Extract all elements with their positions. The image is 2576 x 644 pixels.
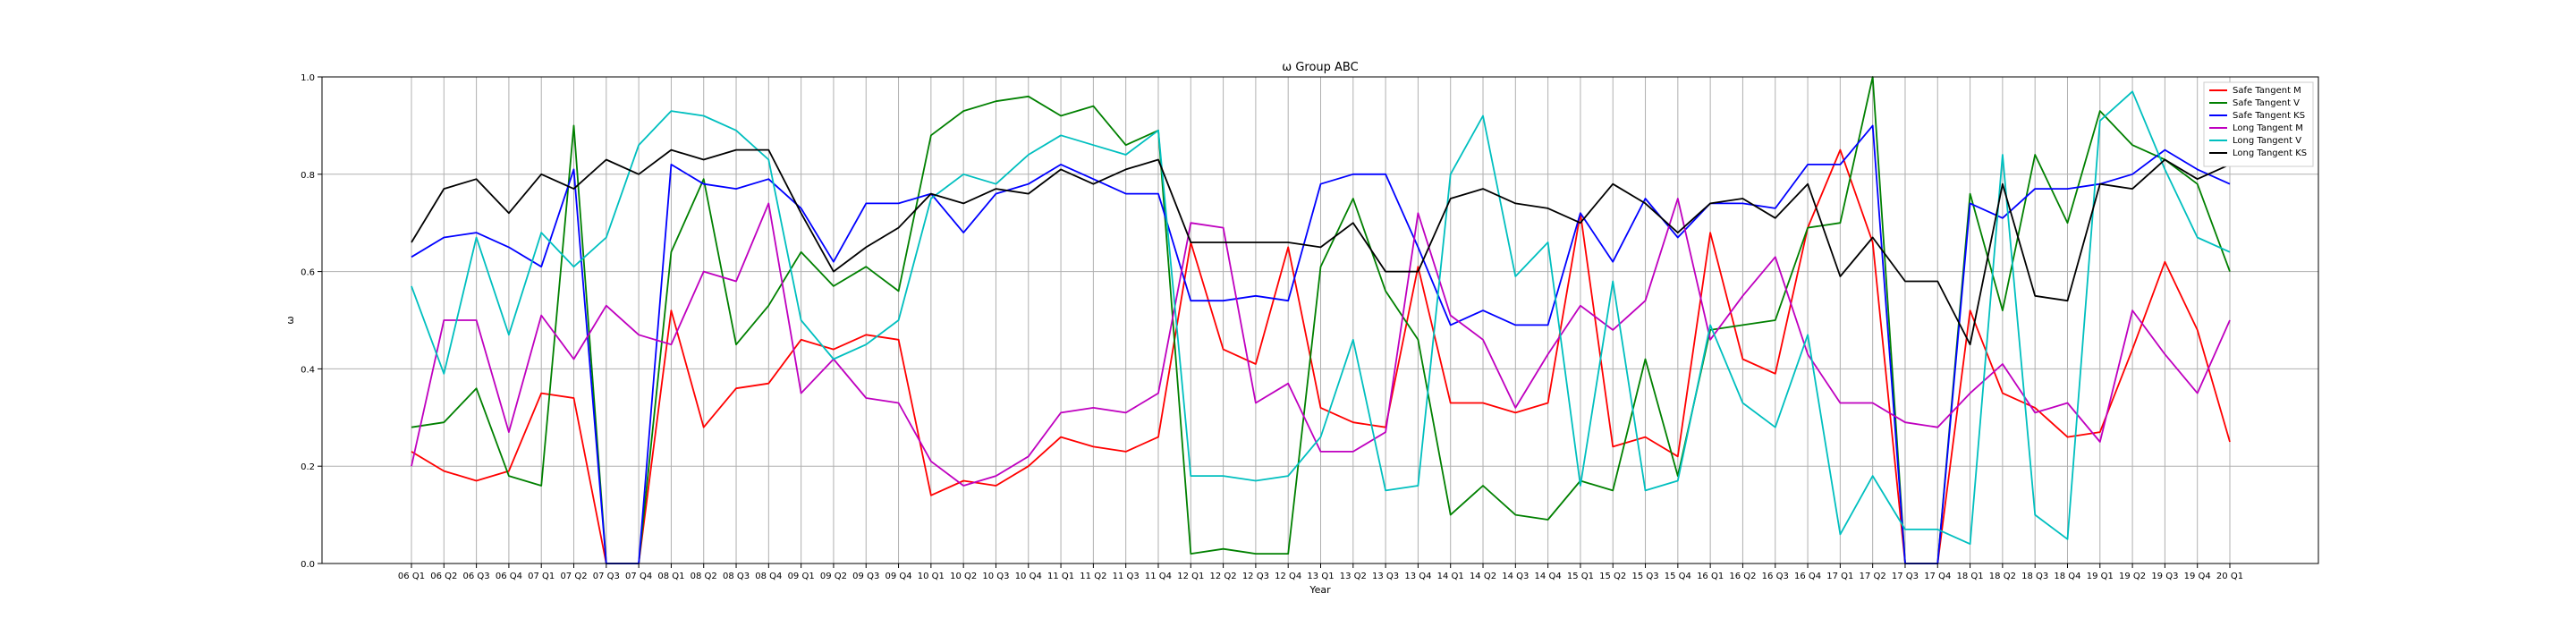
legend-label: Safe Tangent V [2233,98,2300,108]
x-tick-label: 11 Q4 [1145,572,1172,581]
legend-label: Long Tangent KS [2233,148,2307,158]
y-axis-label: ω [284,316,296,324]
y-tick-label: 0.0 [301,560,315,570]
x-tick-label: 11 Q3 [1113,572,1140,581]
legend-label: Safe Tangent KS [2233,111,2305,121]
x-tick-label: 14 Q1 [1437,572,1464,581]
x-tick-label: 13 Q1 [1307,572,1334,581]
x-tick-label: 06 Q2 [430,572,457,581]
x-tick-label: 14 Q4 [1535,572,1562,581]
x-tick-label: 19 Q1 [2087,572,2114,581]
x-tick-label: 13 Q4 [1404,572,1431,581]
x-tick-label: 15 Q4 [1665,572,1691,581]
x-tick-label: 19 Q2 [2119,572,2146,581]
x-tick-label: 18 Q3 [2021,572,2048,581]
series-line [411,198,2231,487]
x-tick-label: 06 Q3 [463,572,490,581]
x-tick-label: 19 Q4 [2184,572,2211,581]
x-tick-label: 18 Q2 [1989,572,2016,581]
x-tick-label: 13 Q3 [1372,572,1399,581]
legend-label: Long Tangent M [2233,123,2303,133]
x-tick-label: 07 Q2 [560,572,587,581]
x-tick-label: 08 Q4 [755,572,782,581]
x-tick-label: 18 Q4 [2054,572,2080,581]
x-tick-label: 20 Q1 [2216,572,2243,581]
x-tick-label: 17 Q1 [1826,572,1853,581]
x-tick-label: 08 Q2 [691,572,717,581]
x-axis-label: Year [1309,584,1331,596]
x-tick-label: 06 Q1 [398,572,425,581]
x-tick-label: 14 Q3 [1502,572,1529,581]
series-line [411,90,2231,546]
x-tick-label: 14 Q2 [1470,572,1496,581]
x-tick-label: 13 Q2 [1340,572,1367,581]
y-axis-ticks: 0.0 0.2 0.4 0.6 0.8 1.0 [301,73,322,570]
y-tick-label: 0.6 [301,268,315,278]
legend-label: Safe Tangent M [2233,86,2301,96]
x-tick-label: 12 Q3 [1242,572,1269,581]
x-tick-label: 12 Q4 [1275,572,1301,581]
x-tick-label: 17 Q2 [1860,572,1886,581]
x-tick-label: 12 Q2 [1210,572,1237,581]
x-tick-label: 16 Q3 [1762,572,1789,581]
x-tick-label: 17 Q4 [1924,572,1951,581]
x-tick-label: 15 Q2 [1599,572,1626,581]
x-axis-ticks: 06 Q1 06 Q2 06 Q3 06 Q4 07 Q1 07 Q2 07 Q3 07 Q4… [398,564,2243,581]
x-tick-label: 09 Q4 [885,572,911,581]
x-tick-label: 06 Q4 [496,572,522,581]
x-tick-label: 09 Q1 [788,572,815,581]
series-line [411,148,2231,346]
x-tick-label: 07 Q1 [528,572,555,581]
x-tick-label: 16 Q4 [1794,572,1821,581]
chart-title: ω Group ABC [1282,61,1358,74]
y-tick-label: 0.2 [301,462,315,472]
legend-label: Long Tangent V [2233,136,2301,146]
x-tick-label: 12 Q1 [1177,572,1204,581]
y-tick-label: 0.4 [301,365,315,375]
x-tick-label: 09 Q3 [852,572,879,581]
x-tick-label: 11 Q2 [1080,572,1106,581]
x-tick-label: 07 Q3 [593,572,620,581]
x-tick-label: 15 Q1 [1567,572,1594,581]
x-tick-label: 07 Q4 [625,572,652,581]
x-tick-label: 09 Q2 [820,572,847,581]
x-tick-label: 16 Q2 [1729,572,1756,581]
x-tick-label: 15 Q3 [1631,572,1658,581]
x-tick-label: 19 Q3 [2151,572,2178,581]
x-tick-label: 17 Q3 [1892,572,1919,581]
x-tick-label: 18 Q1 [1957,572,1984,581]
x-tick-label: 10 Q2 [950,572,977,581]
x-tick-label: 16 Q1 [1697,572,1724,581]
x-tick-label: 11 Q1 [1047,572,1074,581]
legend: Safe Tangent M Safe Tangent V Safe Tangent… [2203,81,2314,167]
x-tick-label: 08 Q1 [657,572,684,581]
x-tick-label: 10 Q4 [1015,572,1042,581]
x-tick-label: 08 Q3 [723,572,750,581]
y-tick-label: 1.0 [301,73,315,83]
x-tick-label: 10 Q3 [982,572,1009,581]
x-tick-label: 10 Q1 [918,572,945,581]
y-tick-label: 0.8 [301,171,315,181]
